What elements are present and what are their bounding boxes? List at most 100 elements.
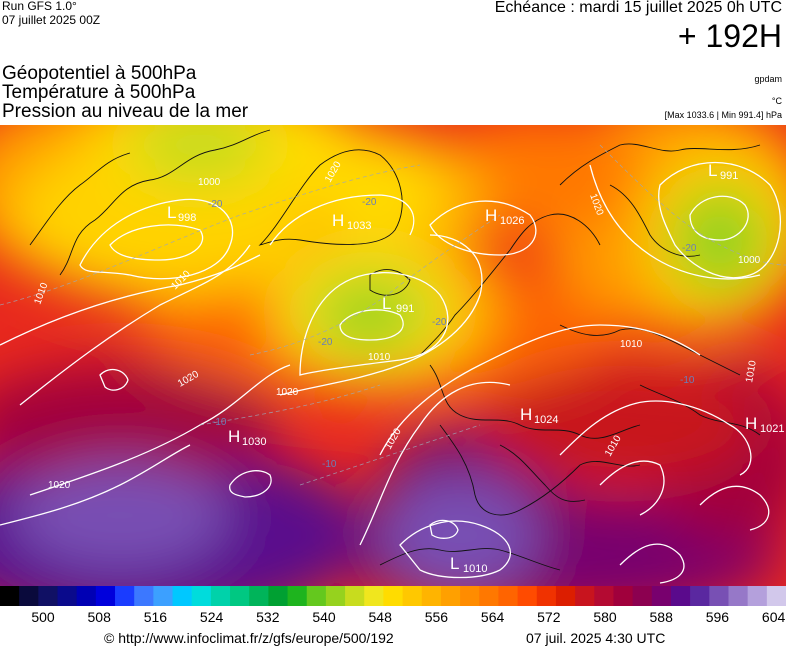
svg-text:1010: 1010 — [463, 563, 487, 575]
pressure-maxmin: [Max 1033.6 | Min 991.4] hPa — [664, 110, 782, 120]
isotherm-label: -10 — [680, 375, 695, 386]
svg-text:L: L — [450, 554, 459, 573]
svg-text:H: H — [228, 427, 240, 446]
color-scale-cell — [594, 586, 614, 606]
color-scale-cell — [364, 586, 384, 606]
color-scale-cell — [402, 586, 423, 606]
high-center: H 1030 — [228, 427, 266, 448]
color-scale-cell — [555, 586, 576, 606]
color-scale-label: 604 — [761, 609, 786, 625]
unit-celsius: °C — [771, 96, 782, 106]
color-scale-cell — [479, 586, 499, 606]
color-scale-label: 524 — [199, 609, 224, 625]
low-center: L 991 — [382, 294, 414, 315]
color-scale-cell — [172, 586, 193, 606]
isobar-label: 1020 — [48, 480, 71, 491]
svg-text:L: L — [167, 203, 176, 222]
low-center: L 998 — [167, 203, 196, 224]
high-center: H 1021 — [745, 414, 784, 435]
isobar-label: 1000 — [738, 255, 761, 266]
color-scale-cell — [325, 586, 346, 606]
isotherm-label: -20 — [682, 243, 697, 254]
color-scale-cell — [632, 586, 653, 606]
color-scale-cell — [536, 586, 557, 606]
svg-text:1030: 1030 — [242, 436, 266, 448]
svg-text:H: H — [332, 211, 344, 230]
isobar-label: 1010 — [368, 352, 391, 363]
color-scale-cell — [690, 586, 710, 606]
color-scale-cell — [0, 586, 20, 606]
svg-text:1033: 1033 — [347, 220, 371, 232]
isotherm-label: -20 — [208, 199, 223, 210]
color-scale-cell — [440, 586, 461, 606]
color-scale-label: 540 — [312, 609, 336, 625]
isobar-label: 1010 — [620, 339, 643, 350]
high-center: H 1024 — [520, 405, 558, 426]
color-scale-label: 564 — [480, 609, 505, 625]
param-pressure: Pression au niveau de la mer — [2, 101, 249, 122]
color-scale-cell — [709, 586, 729, 606]
isotherm-label: -20 — [318, 337, 333, 348]
isobar-label: 1010 — [744, 359, 759, 383]
run-label: Run GFS 1.0° — [2, 0, 77, 13]
high-center: H 1033 — [332, 211, 371, 232]
weather-map: H 1030 H 1026 H 1033 H 1024 H 1021 L 991 L 991 … — [0, 125, 786, 586]
isotherm-label: -20 — [362, 197, 377, 208]
color-scale-cell — [575, 586, 595, 606]
color-scale-cell — [19, 586, 39, 606]
isobar-label: 1000 — [198, 177, 221, 188]
color-scale-cell — [460, 586, 480, 606]
color-scale-cell — [115, 586, 135, 606]
color-scale-label: 556 — [424, 609, 449, 625]
color-scale-cell — [421, 586, 442, 606]
color-scale-cell — [747, 586, 768, 606]
geopotential-field: H 1030 H 1026 H 1033 H 1024 H 1021 L 991 L 991 … — [0, 125, 786, 586]
color-scale-cell — [383, 586, 404, 606]
isobar-label: 1020 — [276, 387, 299, 398]
color-scale-label: 532 — [256, 609, 280, 625]
color-scale-cell — [210, 586, 231, 606]
color-scale-cell — [191, 586, 212, 606]
svg-text:991: 991 — [396, 303, 414, 315]
color-scale-label: 588 — [649, 609, 673, 625]
color-scale-cell — [153, 586, 174, 606]
color-scale-cell — [498, 586, 519, 606]
svg-text:1021: 1021 — [760, 423, 784, 435]
pressure-centers: H 1030 H 1026 H 1033 H 1024 H 1021 L 991 L 991 … — [167, 161, 784, 575]
update-time: 07 juil. 2025 4:30 UTC — [526, 630, 666, 646]
color-scale-cell — [249, 586, 269, 606]
color-scale-label: 500 — [31, 609, 55, 625]
color-scale-cell — [651, 586, 672, 606]
color-scale-label: 508 — [87, 609, 111, 625]
low-center: L 1010 — [450, 554, 487, 575]
color-scale-cell — [95, 586, 116, 606]
color-scale-cell — [38, 586, 59, 606]
svg-text:1024: 1024 — [534, 414, 558, 426]
svg-text:H: H — [485, 206, 497, 225]
svg-text:1026: 1026 — [500, 215, 524, 227]
isotherm-labels: -20 -20 -10 -10 -10 -20 -20 -20 — [208, 197, 697, 470]
isobars — [0, 161, 782, 584]
color-scale-cell — [287, 586, 308, 606]
param-geopotential: Géopotentiel à 500hPa — [2, 63, 197, 84]
forecast-valid-time: Echéance : mardi 15 juillet 2025 0h UTC — [494, 0, 782, 16]
color-scale-cell — [76, 586, 97, 606]
isotherm-label: -10 — [212, 417, 227, 428]
color-scale-cell — [134, 586, 154, 606]
color-scale-label: 548 — [368, 609, 392, 625]
low-center: L 991 — [708, 161, 738, 182]
color-scale-cell — [728, 586, 749, 606]
color-scale-cell — [57, 586, 78, 606]
color-scale-cell — [517, 586, 538, 606]
svg-text:H: H — [520, 405, 532, 424]
high-center: H 1026 — [485, 206, 524, 227]
svg-text:998: 998 — [178, 212, 196, 224]
svg-text:L: L — [382, 294, 391, 313]
svg-text:L: L — [708, 161, 717, 180]
color-scale-cell — [766, 586, 786, 606]
source-url: © http://www.infoclimat.fr/z/gfs/europe/… — [104, 630, 394, 646]
color-scale-cell — [306, 586, 327, 606]
color-scale-label: 516 — [143, 609, 168, 625]
color-scale-cell — [670, 586, 691, 606]
param-temperature: Température à 500hPa — [2, 82, 196, 103]
